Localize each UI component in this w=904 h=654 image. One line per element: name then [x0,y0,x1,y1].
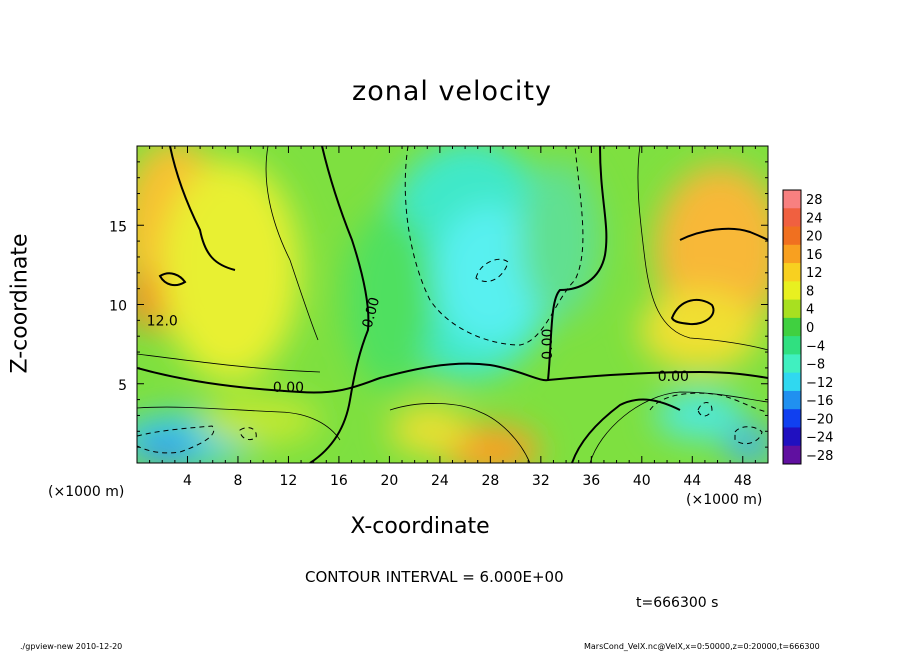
colorbar-swatch [783,226,801,246]
y-tick-label: 10 [109,299,127,315]
colorbar-frame [782,189,802,465]
colorbar-level-label: 20 [806,230,823,245]
colorbar: 28 24 20 16 12 8 4 0 −4 −8 −12 −16 −20 −24 −28 [782,189,833,465]
zero-contour-lines [137,146,768,463]
colorbar-swatch [783,263,801,282]
colorbar-level-label: −28 [806,449,833,464]
x-tick-label: 32 [532,473,550,489]
colorbar-level-label: 0 [806,321,814,336]
colorbar-level-label: 12 [806,266,823,281]
contour-label: 0.00 [540,329,556,360]
chart-title: zonal velocity [352,76,552,107]
x-tick-label: 12 [280,473,298,489]
contour-label: 0.00 [658,369,689,385]
colorbar-level-label: 4 [806,303,814,318]
colorbar-level-label: 28 [806,193,823,208]
x-axis-label: X-coordinate [350,514,490,539]
colorbar-level-label: 24 [806,211,823,226]
negative-contour-lines [137,146,768,454]
x-tick-label: 8 [233,473,242,489]
x-axis-unit-left: (×1000 m) [48,484,125,500]
colorbar-level-label: −16 [806,394,833,409]
colorbar-swatch [783,244,801,264]
svg-text:12.0: 12.0 [147,313,178,329]
colorbar-level-label: −24 [806,431,833,446]
colorbar-swatch [783,281,801,301]
x-tick-label: 48 [734,473,752,489]
colorbar-swatch [783,445,801,465]
x-tick-label: 16 [330,473,348,489]
x-tick-label: 36 [582,473,600,489]
colorbar-swatch [783,427,801,447]
y-tick-label: 5 [118,378,127,394]
svg-text:0.00: 0.00 [273,380,304,396]
colorbar-swatch [783,372,801,392]
contour-label: 0.00 [273,380,304,396]
footer-left-text: ./gpview-new 2010-12-20 [20,642,123,651]
footer-right-text: MarsCond_VelX.nc@VelX,x=0:50000,z=0:2000… [584,642,820,651]
colorbar-swatch [783,409,801,428]
colorbar-level-label: −4 [806,339,825,354]
colorbar-level-label: −20 [806,412,833,427]
colorbar-swatch [783,390,801,410]
x-axis-unit-right: (×1000 m) [686,492,763,508]
x-tick-label: 28 [481,473,499,489]
colorbar-swatch [783,299,801,319]
svg-text:0.00: 0.00 [540,329,556,360]
thin-contour-lines [137,146,768,463]
y-tick-label: 15 [109,219,127,235]
velocity-field: 12.0 0.00 0.00 0.00 0.00 [137,146,768,463]
contour-labels: 12.0 0.00 0.00 0.00 0.00 [147,296,689,396]
x-axis-ticks: 4 8 12 16 20 24 28 32 36 40 44 48 [149,146,756,489]
time-label: t=666300 s [636,595,719,611]
x-tick-label: 44 [683,473,701,489]
colorbar-swatch [783,190,801,209]
x-tick-label: 24 [431,473,449,489]
colorbar-level-label: −12 [806,376,833,391]
contour-label: 0.00 [360,296,384,330]
colorbar-level-label: 8 [806,284,814,299]
colorbar-level-label: 16 [806,248,823,263]
x-tick-label: 20 [380,473,398,489]
colorbar-swatch [783,354,801,374]
contour-interval-text: CONTOUR INTERVAL = 6.000E+00 [305,568,564,586]
colorbar-swatch [783,336,801,355]
y-axis-ticks: 5 10 15 [109,161,768,448]
svg-text:0.00: 0.00 [658,369,689,385]
colorbar-swatch [783,317,801,337]
x-tick-label: 4 [183,473,192,489]
x-tick-label: 40 [633,473,651,489]
svg-text:0.00: 0.00 [360,296,384,330]
contour-label: 12.0 [147,313,178,329]
colorbar-swatch [783,208,801,228]
colorbar-level-label: −8 [806,358,825,373]
